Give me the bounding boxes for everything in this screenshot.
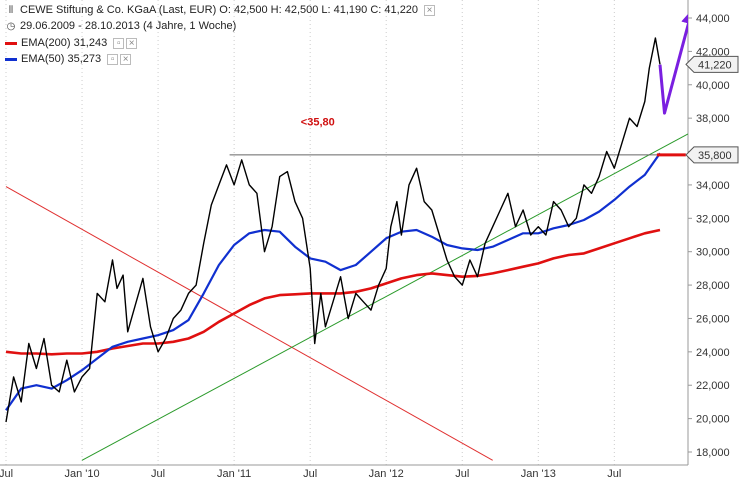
- y-tick-label: 26,000: [696, 313, 730, 325]
- x-tick-label: Jan '10: [64, 468, 99, 477]
- remove-ema50-icon[interactable]: ×: [120, 53, 132, 65]
- x-tick-label: Jan '13: [521, 468, 556, 477]
- y-tick-label: 34,000: [696, 180, 730, 192]
- y-tick-label: 38,000: [696, 113, 730, 125]
- ema50-label: EMA(50) 35,273: [21, 53, 102, 65]
- last-price-tag: 41,220: [685, 55, 739, 73]
- x-tick-label: Jul: [455, 468, 469, 477]
- price-line: [5, 37, 661, 423]
- y-tick-label: 40,000: [696, 80, 730, 92]
- ema200-line: [5, 228, 661, 356]
- plot-area: [5, 9, 688, 461]
- y-tick-label: 22,000: [696, 380, 730, 392]
- y-tick-label: 32,000: [696, 213, 730, 225]
- ema200-swatch: [5, 41, 17, 45]
- legend-ema200: EMA(200) 31,243 ▫ ×: [5, 37, 138, 49]
- uptrend-line: [81, 133, 688, 461]
- x-tick-label: Jul: [607, 468, 621, 477]
- security-title: CEWE Stiftung & Co. KGaA (Last, EUR) O: …: [20, 4, 419, 16]
- resistance-price-tag-box: [685, 146, 739, 164]
- legend-ema50: EMA(50) 35,273 ▫ ×: [5, 53, 132, 65]
- resistance-price-tag: 35,800: [685, 146, 739, 164]
- close-title-icon[interactable]: ×: [424, 4, 436, 16]
- y-tick-label: 20,000: [696, 414, 730, 426]
- projection-arrow: [658, 9, 688, 115]
- bar-chart-icon: ⫴: [8, 5, 14, 16]
- remove-ema200-icon[interactable]: ×: [126, 37, 138, 49]
- downtrend-line: [5, 186, 493, 461]
- x-tick-label: Jul: [151, 468, 165, 477]
- period-text: 29.06.2009 - 28.10.2013 (4 Jahre, 1 Woch…: [20, 20, 237, 32]
- last-price-tag-box: [685, 55, 739, 73]
- ema50-swatch: [5, 57, 17, 61]
- settings-ema200-icon[interactable]: ▫: [113, 37, 125, 49]
- ema200-label: EMA(200) 31,243: [21, 37, 108, 49]
- y-tick-label: 18,000: [696, 447, 730, 459]
- clock-icon: ◷: [6, 21, 16, 32]
- annotation-label: <35,80: [301, 117, 335, 129]
- x-tick-label: Jul: [0, 468, 13, 477]
- ema50-line: [5, 152, 661, 411]
- y-tick-label: 28,000: [696, 280, 730, 292]
- chart-header-period: ◷ 29.06.2009 - 28.10.2013 (4 Jahre, 1 Woc…: [5, 20, 237, 32]
- y-tick-label: 44,000: [696, 13, 730, 25]
- x-tick-label: Jan '12: [369, 468, 404, 477]
- x-tick-label: Jul: [303, 468, 317, 477]
- x-tick-label: Jan '11: [217, 468, 251, 477]
- resistance-price-tag-text: 35,800: [698, 150, 732, 162]
- y-tick-label: 30,000: [696, 247, 730, 259]
- chart-header-title: ⫴ CEWE Stiftung & Co. KGaA (Last, EUR) O:…: [5, 4, 436, 16]
- last-price-tag-text: 41,220: [698, 59, 732, 71]
- y-tick-label: 24,000: [696, 347, 730, 359]
- settings-ema50-icon[interactable]: ▫: [107, 53, 119, 65]
- y-tick-label: 42,000: [696, 46, 730, 58]
